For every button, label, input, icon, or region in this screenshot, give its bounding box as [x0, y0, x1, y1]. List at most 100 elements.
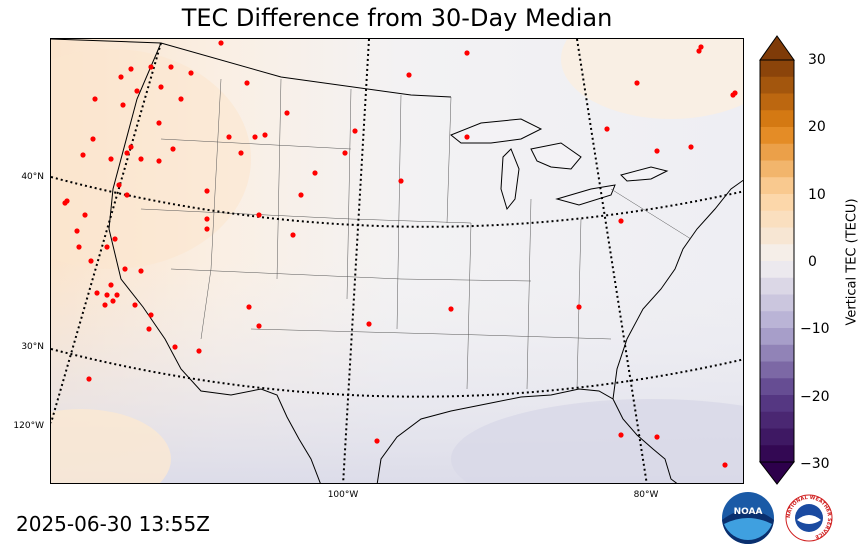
- gnss-station-marker: [204, 188, 210, 194]
- colorbar-band: [760, 344, 794, 362]
- gnss-station-marker: [128, 66, 134, 72]
- gnss-station-marker: [262, 132, 268, 138]
- colorbar-band: [760, 110, 794, 128]
- gnss-station-marker: [256, 212, 262, 218]
- gnss-station-marker: [104, 292, 110, 298]
- colorbar-tick-neg30: −30: [800, 456, 830, 472]
- gnss-station-marker: [226, 134, 232, 140]
- gnss-station-marker: [696, 48, 702, 54]
- great-lakes: [450, 118, 669, 211]
- colorbar-band: [760, 60, 794, 78]
- tec-map: [51, 39, 743, 483]
- gnss-station-marker: [284, 110, 290, 116]
- gnss-station-marker: [618, 432, 624, 438]
- gnss-station-marker: [188, 70, 194, 76]
- colorbar-band: [760, 244, 794, 262]
- gnss-station-marker: [654, 148, 660, 154]
- tec-field-se-negative: [451, 399, 743, 483]
- gnss-station-marker: [256, 323, 262, 329]
- gnss-station-marker: [464, 50, 470, 56]
- gnss-station-marker: [92, 96, 98, 102]
- station-markers: [62, 40, 738, 468]
- gnss-station-marker: [112, 236, 118, 242]
- gnss-station-marker: [654, 434, 660, 440]
- gnss-station-marker: [732, 90, 738, 96]
- gnss-station-marker: [196, 348, 202, 354]
- gnss-station-marker: [104, 244, 110, 250]
- lon-label-100w: 100°W: [327, 490, 359, 500]
- colorbar-band: [760, 143, 794, 161]
- map-panel: [50, 38, 744, 484]
- noaa-logo-text: NOAA: [734, 507, 763, 517]
- colorbar-tick-30: 30: [808, 52, 826, 68]
- gnss-station-marker: [178, 96, 184, 102]
- gnss-station-marker: [124, 192, 130, 198]
- coastlines: [51, 39, 743, 483]
- gnss-station-marker: [138, 268, 144, 274]
- gnss-station-marker: [618, 218, 624, 224]
- lon-label-120w: 120°W: [13, 421, 44, 431]
- colorbar-min-extend: [758, 461, 796, 485]
- colorbar-max-extend: [759, 35, 795, 61]
- gnss-station-marker: [688, 144, 694, 150]
- state-borders: [140, 78, 692, 390]
- colorbar-tick-0: 0: [808, 254, 817, 270]
- colorbar-band: [760, 261, 794, 279]
- gnss-station-marker: [698, 44, 704, 50]
- gnss-station-marker: [290, 232, 296, 238]
- colorbar-band: [760, 411, 794, 429]
- noaa-logo-icon: NOAA: [722, 492, 774, 544]
- gnss-station-marker: [134, 88, 140, 94]
- gnss-station-marker: [122, 266, 128, 272]
- colorbar-band: [760, 210, 794, 228]
- timestamp: 2025-06-30 13:55Z: [16, 512, 210, 536]
- lon-label-80w: 80°W: [633, 490, 659, 500]
- gnss-station-marker: [146, 326, 152, 332]
- colorbar: [758, 35, 796, 485]
- colorbar-frame: [759, 59, 795, 463]
- colorbar-tick-10: 10: [808, 187, 826, 203]
- colorbar-band: [760, 294, 794, 312]
- gnss-station-marker: [366, 321, 372, 327]
- lat-label-40n: 40°N: [21, 172, 44, 182]
- gnss-station-marker: [246, 304, 252, 310]
- gnss-station-marker: [312, 170, 318, 176]
- gnss-station-marker: [158, 84, 164, 90]
- gnss-station-marker: [116, 182, 122, 188]
- gnss-station-marker: [128, 144, 134, 150]
- gnss-station-marker: [76, 244, 82, 250]
- gnss-station-marker: [204, 216, 210, 222]
- gnss-station-marker: [172, 344, 178, 350]
- colorbar-tick-20: 20: [808, 119, 826, 135]
- gnss-station-marker: [108, 282, 114, 288]
- gnss-station-marker: [244, 80, 250, 86]
- gnss-station-marker: [88, 258, 94, 264]
- gnss-station-marker: [156, 158, 162, 164]
- gnss-station-marker: [204, 226, 210, 232]
- colorbar-band: [760, 227, 794, 245]
- colorbar-band: [760, 194, 794, 212]
- gnss-station-marker: [398, 178, 404, 184]
- gnss-station-marker: [352, 128, 358, 134]
- tec-field-ne-positive: [561, 39, 743, 119]
- gnss-station-marker: [82, 212, 88, 218]
- colorbar-tick-neg20: −20: [800, 389, 830, 405]
- gnss-station-marker: [406, 72, 412, 78]
- colorbar-band: [760, 328, 794, 346]
- gnss-station-marker: [124, 150, 130, 156]
- colorbar-band: [760, 311, 794, 329]
- colorbar-band: [760, 93, 794, 111]
- gnss-station-marker: [74, 228, 80, 234]
- gnss-station-marker: [62, 200, 68, 206]
- gnss-station-marker: [108, 156, 114, 162]
- gnss-station-marker: [138, 156, 144, 162]
- colorbar-band: [760, 177, 794, 195]
- colorbar-band: [760, 127, 794, 145]
- gnss-station-marker: [86, 376, 92, 382]
- gnss-station-marker: [110, 298, 116, 304]
- colorbar-label: Vertical TEC (TECU): [844, 198, 860, 326]
- gnss-station-marker: [252, 134, 258, 140]
- colorbar-band: [760, 395, 794, 413]
- tec-field-sw-positive: [51, 409, 171, 483]
- colorbar-band: [760, 361, 794, 379]
